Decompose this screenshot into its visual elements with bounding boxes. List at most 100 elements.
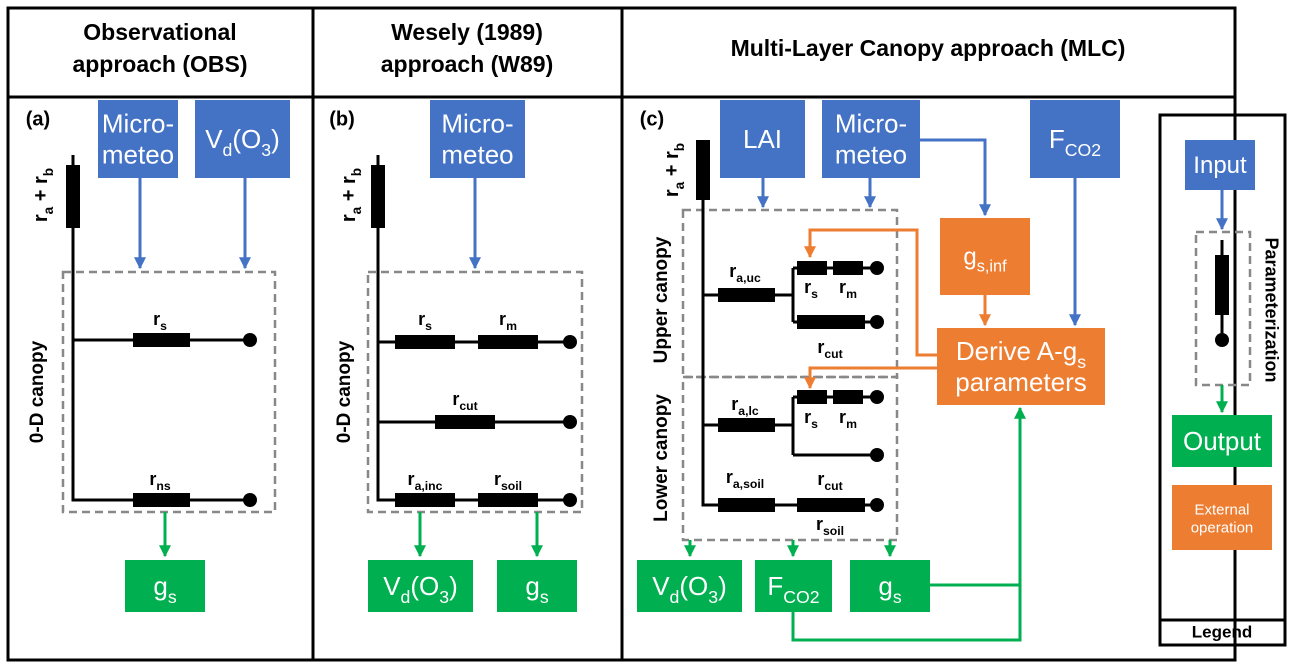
output-box (850, 560, 930, 612)
text-part: r (839, 407, 846, 427)
resistor (66, 165, 80, 228)
resistor-label: rs (804, 277, 818, 301)
resistor-label: ra,uc (729, 261, 761, 285)
input-label: LAI (743, 124, 782, 154)
input-label: Input (1193, 152, 1247, 179)
resistor (395, 335, 455, 349)
terminal (563, 493, 577, 507)
resistor-label: ra,inc (408, 469, 443, 493)
subscript: b (349, 168, 364, 176)
subscript: s (811, 287, 818, 301)
resistor-label: rcut (817, 469, 842, 493)
resistor (797, 390, 827, 404)
output-box (368, 560, 473, 612)
canopy-label: 0-D canopy (334, 340, 355, 443)
text-part: r (408, 469, 415, 489)
resistor (833, 261, 863, 275)
text-part: F (767, 571, 783, 601)
output-box (637, 560, 742, 612)
input-label: Micro-meteo (102, 108, 174, 169)
panel-letter: (c) (640, 108, 664, 130)
terminal (243, 333, 257, 347)
text-part: Wesely (1989) (391, 19, 543, 45)
text-part: approach (OBS) (72, 51, 247, 77)
text-part: meteo (441, 139, 513, 169)
output-box (755, 560, 832, 612)
subscript: d (401, 587, 411, 607)
resistor (478, 493, 538, 507)
text-part: (O (232, 124, 261, 154)
text-part: + r (30, 176, 52, 207)
text-part: ) (718, 571, 727, 601)
resistor (718, 418, 775, 432)
text-part: ) (449, 571, 458, 601)
resistor-label: ra + rb (338, 168, 364, 222)
text-part: meteo (835, 139, 907, 169)
subscript: soil (823, 524, 844, 538)
text-part: r (839, 277, 846, 297)
text-part: approach (W89) (381, 51, 554, 77)
text-part: parameters (955, 367, 1087, 397)
external-label: gs,inf (963, 244, 1007, 276)
external-box (937, 328, 1105, 405)
connector (71, 155, 250, 502)
subscript: 3 (708, 587, 718, 607)
subscript: m (846, 417, 857, 431)
canopy-label: Lower canopy (651, 394, 672, 522)
subscript: a,uc (736, 271, 761, 285)
text-part: g (525, 571, 539, 601)
resistor (718, 288, 775, 302)
output-box (125, 560, 205, 612)
terminal (563, 335, 577, 349)
text-part: r (816, 514, 823, 534)
resistor (797, 315, 865, 329)
subscript: cut (824, 479, 842, 493)
text-part: r (661, 189, 683, 197)
panel-title: Observational approach (OBS) (72, 19, 247, 77)
text-part: r (418, 309, 425, 329)
text-part: + r (661, 151, 683, 182)
text-part: r (30, 214, 52, 222)
input-label: FCO2 (1049, 124, 1101, 160)
resistor-label: ra + rb (30, 168, 56, 222)
resistor (797, 261, 827, 275)
resistor (1215, 255, 1229, 315)
external-box (1172, 485, 1272, 550)
output-label: gs (525, 571, 548, 607)
subscript: CO2 (783, 587, 819, 607)
text-part: r (499, 309, 506, 329)
text-part: r (817, 469, 824, 489)
text-part: Multi-Layer Canopy approach (MLC) (731, 35, 1126, 61)
input-box (1185, 140, 1255, 190)
resistor (696, 140, 710, 200)
text-part: r (731, 394, 738, 414)
resistor-label: rs (153, 309, 167, 333)
legend-label: Parameterization (1261, 237, 1281, 382)
input-label: Vd(O3) (205, 124, 280, 160)
text-part: r (153, 309, 160, 329)
subscript: soil (501, 479, 522, 493)
resistor-label: rsoil (816, 514, 844, 538)
text-part: + r (338, 176, 360, 207)
terminal (563, 415, 577, 429)
subscript: s (1077, 352, 1086, 372)
terminal (243, 493, 257, 507)
text-part: LAI (743, 124, 782, 154)
panel-title: Multi-Layer Canopy approach (MLC) (731, 35, 1126, 61)
text-part: r (726, 467, 733, 487)
subscript: cut (459, 399, 477, 413)
subscript: CO2 (1065, 140, 1101, 160)
resistor (435, 415, 495, 429)
subscript: b (672, 143, 687, 151)
text-part: meteo (102, 139, 174, 169)
input-box (720, 100, 805, 178)
resistor-label: rns (149, 469, 170, 493)
input-box (195, 100, 290, 178)
input-label: Micro-meteo (835, 108, 907, 169)
text-part: Micro- (441, 108, 513, 138)
text-part: g (963, 244, 976, 271)
subscript: s (811, 417, 818, 431)
output-label: Vd(O3) (383, 571, 458, 607)
subscript: m (506, 319, 517, 333)
